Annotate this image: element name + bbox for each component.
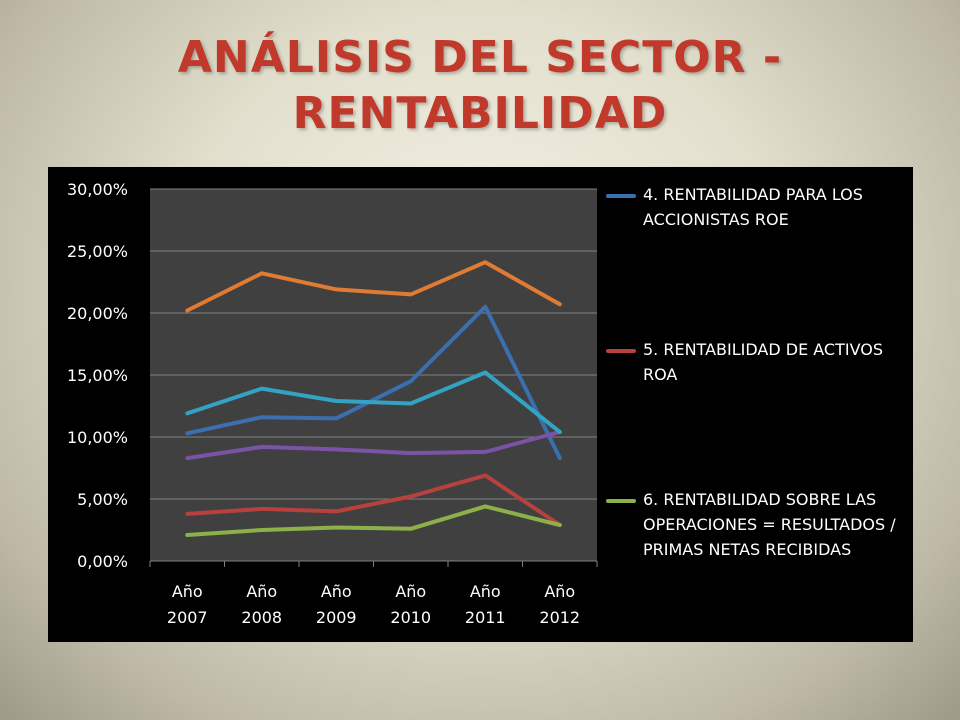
x-tick-label: Año 2008 [241, 582, 282, 627]
y-tick-label: 0,00% [77, 552, 128, 571]
legend-swatch [606, 499, 636, 503]
slide-title-line2: RENTABILIDAD [292, 88, 668, 139]
series-line-2 [185, 473, 562, 527]
y-tick-label: 15,00% [67, 366, 128, 385]
legend-swatch [606, 349, 636, 353]
series-line-6 [185, 260, 562, 313]
y-tick-label: 10,00% [67, 428, 128, 447]
legend-swatch [606, 194, 636, 198]
y-tick-label: 30,00% [67, 180, 128, 199]
legend-label: 5. RENTABILIDAD DE ACTIVOS ROA [643, 340, 883, 384]
x-tick-label: Año 2010 [390, 582, 431, 627]
chart-container: 30,00% 25,00% 20,00% 15,00% 10,00% 5,00% 0,00%… [48, 167, 913, 642]
y-tick-label: 25,00% [67, 242, 128, 261]
series-line-5 [185, 370, 562, 434]
legend-label: 4. RENTABILIDAD PARA LOS ACCIONISTAS ROE [643, 185, 863, 229]
x-tick-label: Año 2011 [465, 582, 506, 627]
series-line-3 [185, 504, 562, 537]
slide-title-line1: ANÁLISIS DEL SECTOR - [177, 32, 783, 83]
x-tick-label: Año 2007 [167, 582, 208, 627]
y-tick-label: 20,00% [67, 304, 128, 323]
legend-label: 6. RENTABILIDAD SOBRE LAS OPERACIONES = … [643, 490, 896, 559]
series-line-4 [185, 430, 562, 461]
line-chart: 30,00% 25,00% 20,00% 15,00% 10,00% 5,00% 0,00%… [67, 180, 598, 627]
y-tick-label: 5,00% [77, 490, 128, 509]
series-line-1 [185, 304, 562, 461]
x-tick-label: Año 2012 [539, 582, 580, 627]
slide-title: ANÁLISIS DEL SECTOR - RENTABILIDAD [0, 30, 960, 142]
x-tick-label: Año 2009 [316, 582, 357, 627]
